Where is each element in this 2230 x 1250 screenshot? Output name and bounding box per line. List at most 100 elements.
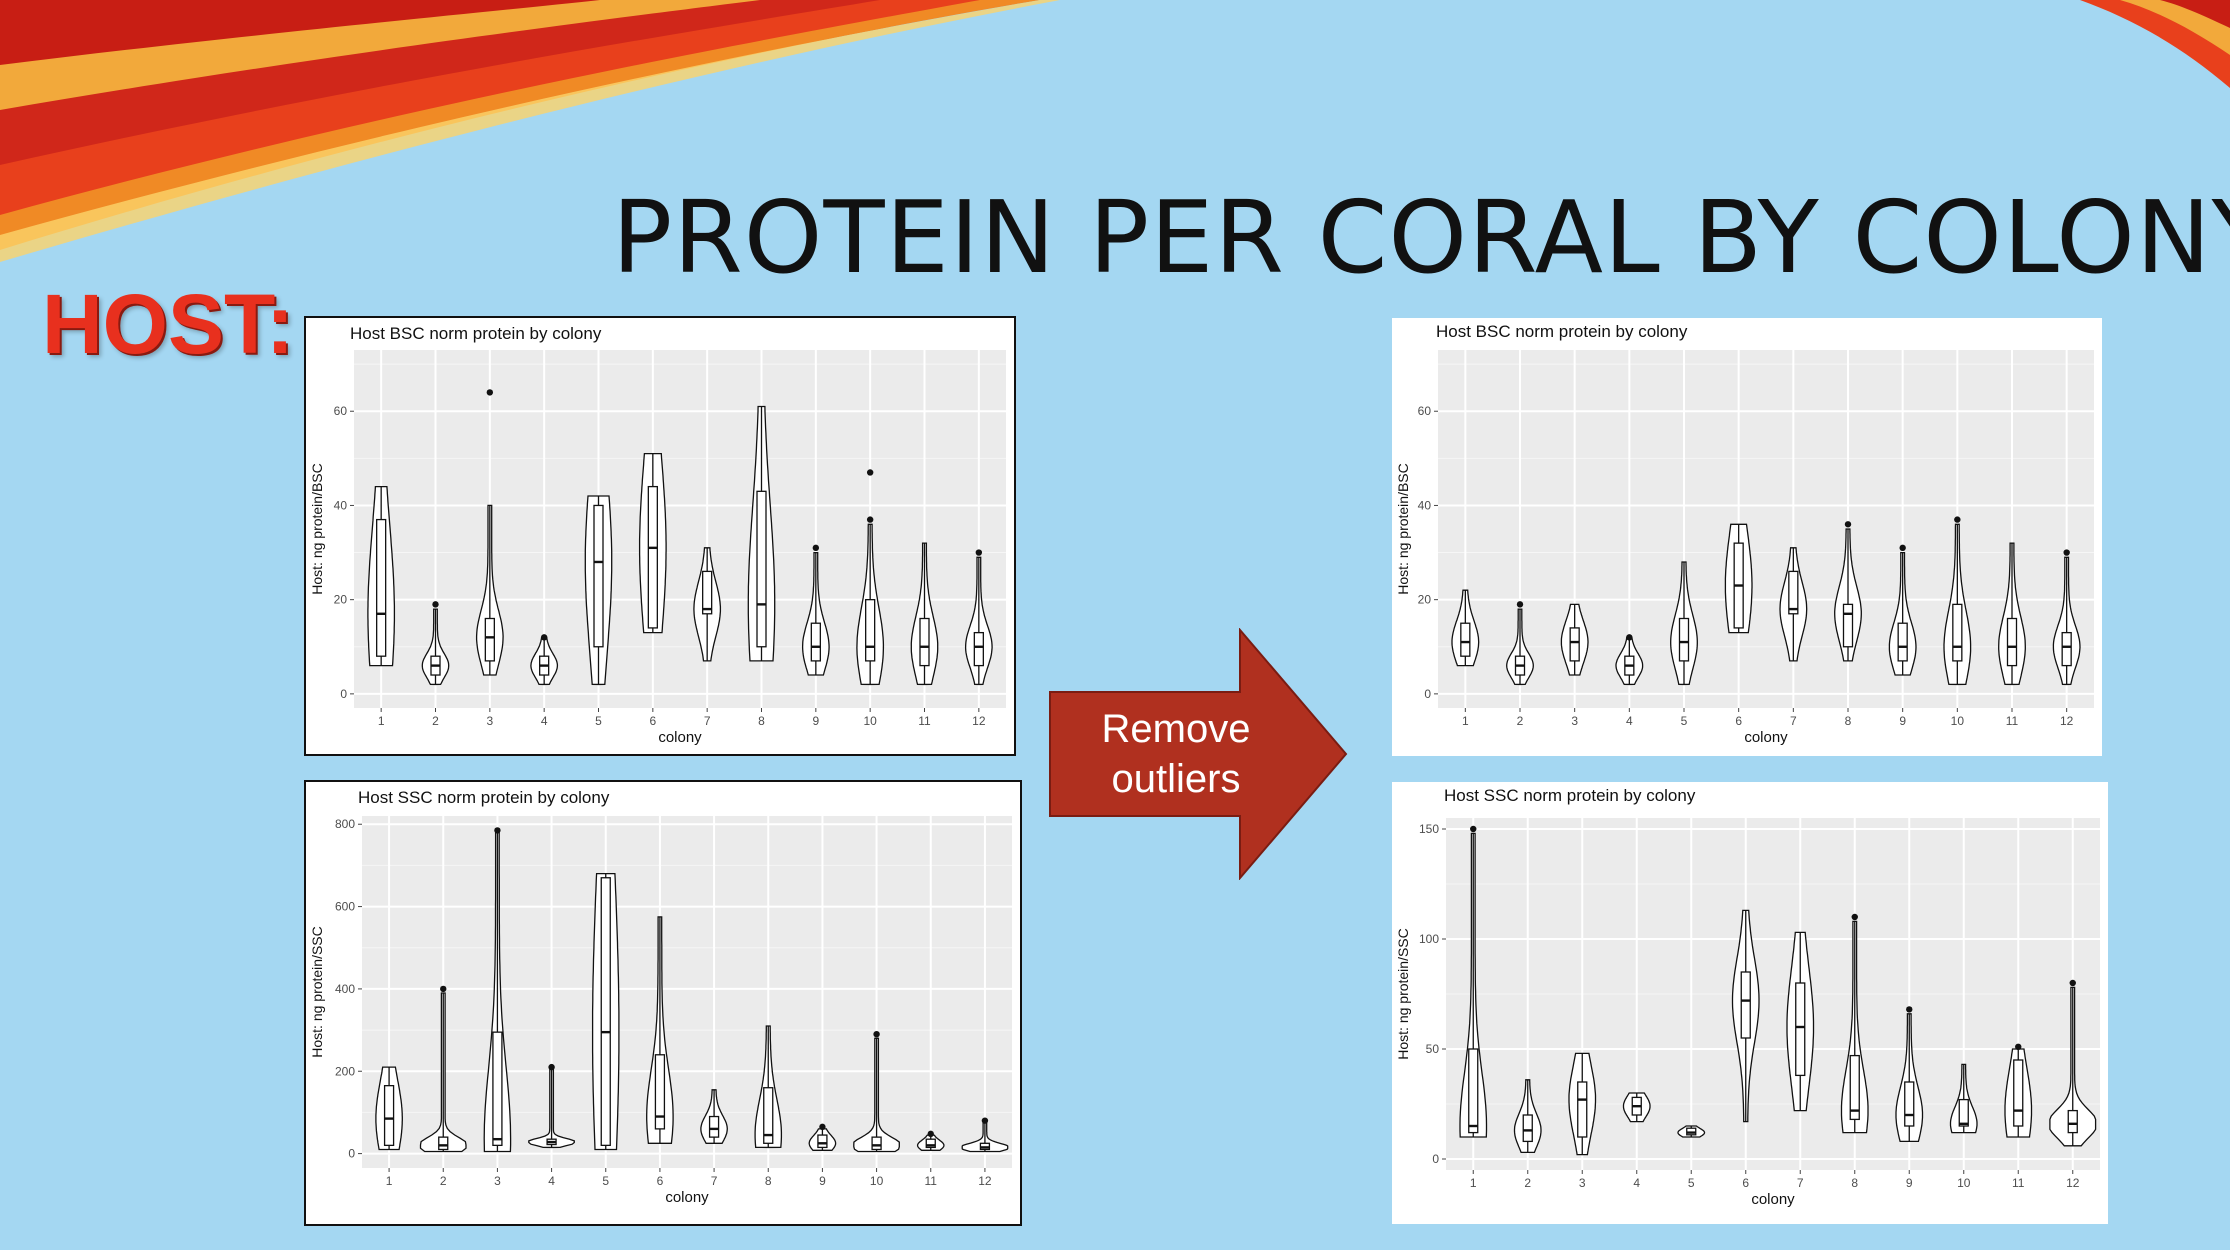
x-tick-label: 9: [1906, 1176, 1913, 1190]
y-tick-label: 20: [334, 593, 348, 607]
box-iqr: [1577, 1081, 1588, 1138]
outlier-point: [440, 985, 447, 993]
y-tick-label: 600: [335, 900, 355, 914]
box-iqr: [973, 631, 984, 667]
x-tick-label: 12: [2060, 714, 2074, 728]
y-tick-label: 150: [1419, 822, 1439, 836]
box-iqr: [1788, 570, 1799, 615]
violin-colony-10: [856, 469, 885, 686]
x-tick-label: 3: [1579, 1176, 1586, 1190]
chart-title: Host SSC norm protein by colony: [1444, 786, 1696, 805]
x-tick-label: 1: [378, 714, 385, 728]
x-tick-label: 10: [863, 714, 877, 728]
y-axis-label: Host: ng protein/SSC: [309, 926, 325, 1058]
violin-colony-1: [1459, 825, 1488, 1138]
x-tick-label: 10: [1957, 1176, 1971, 1190]
chart-title: Host SSC norm protein by colony: [358, 788, 610, 807]
outlier-point: [819, 1123, 826, 1131]
box-iqr: [1904, 1081, 1915, 1127]
x-tick-label: 3: [1571, 714, 1578, 728]
x-tick-label: 1: [1462, 714, 1469, 728]
box-iqr: [1468, 1048, 1479, 1134]
chart-panel-ssc-clean: Host SSC norm protein by colony 0 50 100 15…: [1392, 782, 2108, 1224]
x-tick-label: 4: [1626, 714, 1633, 728]
plot-background: [354, 350, 1006, 708]
violin-colony-9: [801, 544, 830, 676]
slide-title: PROTEIN PER CORAL BY COLONY: [612, 179, 2230, 296]
x-tick-label: 5: [1681, 714, 1688, 728]
x-tick-label: 11: [2006, 714, 2019, 728]
y-tick-label: 50: [1426, 1042, 1440, 1056]
outlier-point: [1844, 521, 1852, 528]
x-tick-label: 9: [812, 714, 819, 728]
x-tick-label: 8: [1845, 714, 1852, 728]
box-iqr: [708, 1115, 720, 1138]
x-tick-label: 10: [1951, 714, 1965, 728]
host-label: HOST:: [42, 277, 294, 371]
violin-colony-9: [1895, 1006, 1924, 1143]
violin-colony-5: [1670, 561, 1698, 686]
outlier-point: [540, 634, 548, 641]
chart-panel-bsc-raw: Host BSC norm protein by colony 0 20 40 60 1…: [304, 316, 1016, 756]
box-iqr: [492, 1031, 503, 1147]
outlier-point: [1851, 913, 1858, 921]
chart-panel-ssc-raw: Host SSC norm protein by colony 0 200 400 6…: [304, 780, 1022, 1226]
box-iqr: [1569, 627, 1580, 662]
box-iqr: [1740, 971, 1751, 1039]
right-arrow-icon: [1049, 628, 1348, 880]
x-tick-label: 6: [649, 714, 656, 728]
outlier-point: [1954, 516, 1961, 523]
box-iqr: [1897, 622, 1908, 662]
x-tick-label: 4: [541, 714, 548, 728]
violin-colony-3: [1568, 1052, 1597, 1156]
y-tick-label: 200: [335, 1064, 355, 1078]
box-iqr: [1952, 603, 1963, 662]
violin-colony-7: [693, 547, 722, 662]
plot-background: [1438, 350, 2094, 708]
x-tick-label: 8: [758, 714, 765, 728]
outlier-point: [1516, 601, 1524, 608]
y-tick-label: 40: [334, 498, 348, 512]
box-iqr: [1842, 603, 1854, 648]
box-iqr: [919, 617, 930, 667]
violin-colony-6: [1724, 523, 1753, 634]
outlier-point: [866, 469, 874, 476]
violin-colony-2: [421, 601, 450, 686]
outlier-point: [1906, 1006, 1913, 1013]
violin-colony-11: [1998, 542, 2026, 686]
x-tick-label: 5: [595, 714, 602, 728]
violin-colony-4: [530, 634, 559, 686]
x-tick-label: 8: [765, 1174, 772, 1188]
outlier-point: [486, 389, 494, 396]
outlier-point: [866, 516, 874, 523]
box-iqr: [1460, 622, 1471, 657]
x-axis-label: colony: [1751, 1191, 1795, 1208]
y-tick-label: 0: [348, 1147, 355, 1161]
outlier-point: [1626, 634, 1633, 641]
box-iqr: [763, 1087, 774, 1144]
y-tick-label: 20: [1418, 593, 1432, 607]
violin-colony-1: [367, 485, 396, 667]
violin-colony-10: [1943, 516, 1972, 686]
box-iqr: [647, 485, 658, 629]
outlier-point: [494, 827, 501, 834]
y-axis-label: Host: ng protein/BSC: [1395, 463, 1411, 595]
box-iqr: [865, 599, 876, 662]
violin-colony-12: [964, 549, 993, 686]
box-iqr: [817, 1134, 828, 1149]
decorative-swoosh: [0, 0, 2230, 262]
violin-colony-4: [1615, 634, 1644, 686]
violin-colony-5: [1677, 1125, 1706, 1138]
x-tick-label: 4: [548, 1174, 555, 1188]
x-tick-label: 11: [918, 714, 931, 728]
violin-colony-12: [961, 1117, 1009, 1153]
box-iqr: [871, 1136, 882, 1151]
violin-colony-3: [1560, 603, 1589, 676]
violin-colony-5: [591, 872, 620, 1151]
outlier-point: [981, 1117, 989, 1124]
y-tick-label: 60: [1418, 404, 1432, 418]
violin-colony-10: [1949, 1063, 1978, 1134]
box-iqr: [1849, 1054, 1860, 1121]
violin-colony-8: [1834, 521, 1862, 662]
y-axis-label: Host: ng protein/BSC: [309, 463, 325, 595]
